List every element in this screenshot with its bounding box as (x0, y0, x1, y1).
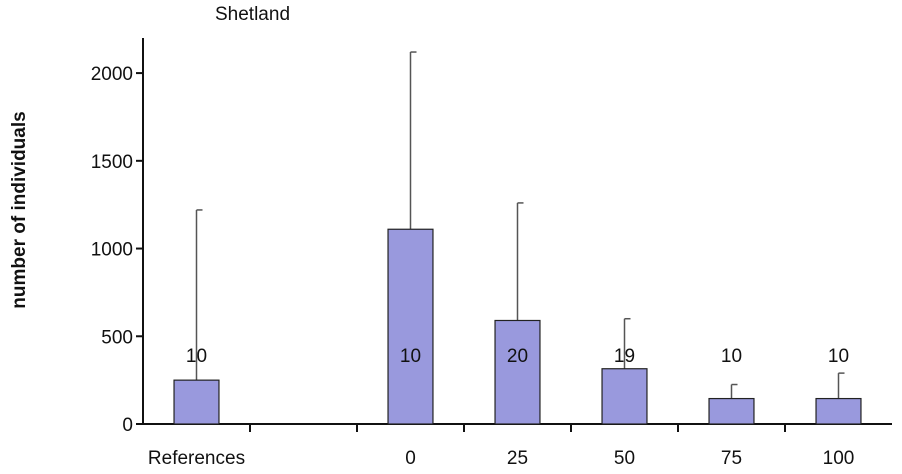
sample-size-label: 10 (186, 346, 207, 367)
sample-size-label: 20 (507, 346, 528, 367)
sample-size-label: 10 (400, 346, 421, 367)
x-tick-label: References (148, 448, 245, 469)
y-tick-label: 2000 (91, 64, 133, 85)
sample-size-label: 10 (828, 346, 849, 367)
sample-size-label: 10 (721, 346, 742, 367)
bar (173, 379, 220, 425)
bar (601, 368, 648, 425)
bar (387, 228, 434, 425)
bar (494, 319, 541, 425)
y-tick-label: 0 (122, 415, 133, 436)
x-tick-label: 50 (614, 448, 635, 469)
y-tick-label: 1000 (91, 240, 133, 261)
x-tick-label: 100 (823, 448, 855, 469)
y-tick-label: 500 (101, 327, 133, 348)
y-tick-label: 1500 (91, 152, 133, 173)
x-tick-label: 0 (405, 448, 416, 469)
bar (815, 397, 862, 425)
sample-size-label: 19 (614, 346, 635, 367)
bar (708, 397, 755, 425)
x-tick-label: 25 (507, 448, 528, 469)
chart-title: Shetland (215, 4, 291, 25)
x-tick-label: 75 (721, 448, 742, 469)
